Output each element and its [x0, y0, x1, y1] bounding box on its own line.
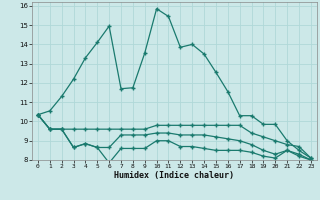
X-axis label: Humidex (Indice chaleur): Humidex (Indice chaleur) [115, 171, 234, 180]
